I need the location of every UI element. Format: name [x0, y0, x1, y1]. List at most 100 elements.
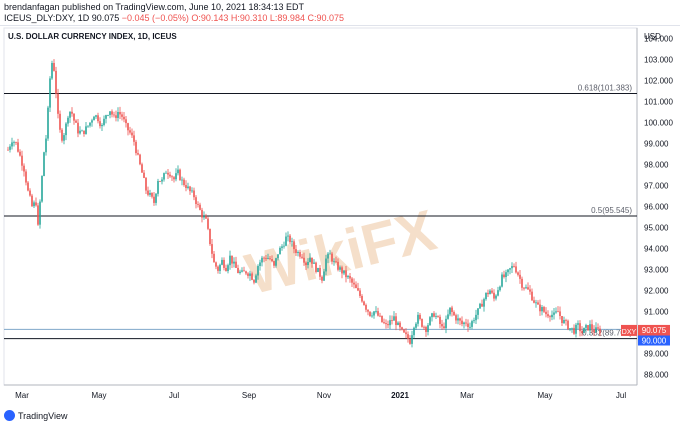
x-tick-label: May	[537, 391, 552, 400]
tradingview-brand: TradingView	[18, 410, 68, 421]
candle-body	[261, 257, 263, 263]
symbol-tag-bg	[621, 324, 637, 336]
symbol-tag: DXY	[622, 329, 637, 336]
candle-body	[137, 153, 139, 155]
candle-body	[287, 235, 289, 237]
candle-body	[271, 259, 273, 262]
candle-body	[473, 320, 475, 322]
y-tick-label: 88.000	[644, 371, 669, 380]
candle-body	[391, 320, 393, 321]
candle-body	[105, 115, 107, 119]
candle-body	[591, 324, 593, 330]
candle-body	[359, 290, 361, 296]
candle-body	[317, 267, 319, 272]
candle-body	[409, 339, 411, 344]
x-tick-label: Jul	[616, 391, 626, 400]
candle-body	[171, 176, 173, 178]
candle-body	[253, 279, 255, 283]
y-tick-label: 97.000	[644, 182, 669, 191]
fib-level-label: 0.5(95.545)	[591, 206, 632, 215]
candle-body	[513, 266, 515, 267]
candle-body	[485, 292, 487, 300]
candle-body	[163, 173, 165, 180]
candle-body	[181, 179, 183, 181]
candle-body	[217, 266, 219, 271]
candle-body	[345, 270, 347, 278]
candle-body	[63, 135, 65, 141]
candle-body	[467, 323, 469, 328]
candle-body	[11, 142, 13, 147]
candle-body	[579, 323, 581, 332]
candle-body	[35, 202, 37, 206]
candle-body	[389, 320, 391, 326]
candle-body	[447, 314, 449, 319]
candle-body	[285, 236, 287, 246]
candle-body	[387, 324, 389, 326]
candle-body	[563, 320, 565, 324]
candle-body	[349, 275, 351, 279]
candle-body	[319, 267, 321, 277]
candle-body	[145, 177, 147, 191]
candle-body	[281, 246, 283, 248]
candle-body	[89, 122, 91, 126]
candle-body	[519, 274, 521, 279]
candle-body	[531, 291, 533, 301]
candle-body	[361, 295, 363, 302]
candle-body	[191, 190, 193, 192]
candle-body	[469, 326, 471, 328]
candle-body	[395, 316, 397, 325]
candle-body	[279, 247, 281, 255]
candle-body	[401, 327, 403, 330]
candle-body	[277, 254, 279, 259]
candle-body	[399, 322, 401, 328]
candle-body	[375, 311, 377, 312]
candle-body	[369, 311, 371, 316]
candle-body	[57, 93, 59, 114]
candle-body	[383, 322, 385, 324]
candle-body	[237, 267, 239, 273]
candle-body	[593, 329, 595, 333]
candle-body	[477, 308, 479, 315]
candle-body	[299, 252, 301, 257]
candle-body	[425, 326, 427, 332]
candle-body	[325, 258, 327, 272]
candle-body	[179, 169, 181, 181]
y-tick-label: 99.000	[644, 140, 669, 149]
candle-body	[59, 113, 61, 130]
candle-body	[307, 261, 309, 266]
candle-body	[73, 113, 75, 121]
candle-body	[13, 142, 15, 143]
candle-body	[215, 262, 217, 267]
candle-body	[365, 304, 367, 310]
symbol-ohlc-line: ICEUS_DLY:DXY, 1D 90.075 −0.045 (−0.05%)…	[4, 13, 344, 24]
candle-body	[583, 327, 585, 334]
symbol-label: ICEUS_DLY:DXY, 1D	[4, 13, 90, 23]
candle-body	[487, 292, 489, 295]
candle-body	[223, 259, 225, 268]
x-tick-label: 2021	[391, 391, 409, 400]
candle-body	[535, 302, 537, 304]
candle-body	[439, 316, 441, 325]
candle-body	[25, 171, 27, 183]
candle-body	[255, 275, 257, 283]
candle-body	[547, 314, 549, 317]
candle-body	[397, 322, 399, 325]
candle-body	[339, 267, 341, 270]
candle-body	[187, 186, 189, 189]
candle-body	[161, 179, 163, 182]
candle-body	[177, 169, 179, 174]
candle-body	[503, 274, 505, 278]
candle-body	[333, 261, 335, 263]
candle-body	[443, 326, 445, 329]
candle-body	[323, 271, 325, 281]
y-tick-label: 100.000	[644, 119, 673, 128]
candle-body	[29, 190, 31, 196]
candle-body	[79, 130, 81, 134]
candle-body	[321, 276, 323, 281]
candle-body	[289, 235, 291, 243]
candle-body	[107, 115, 109, 116]
last-price-tag: 90.075	[642, 326, 667, 335]
candle-body	[7, 149, 9, 151]
candle-body	[343, 270, 345, 274]
